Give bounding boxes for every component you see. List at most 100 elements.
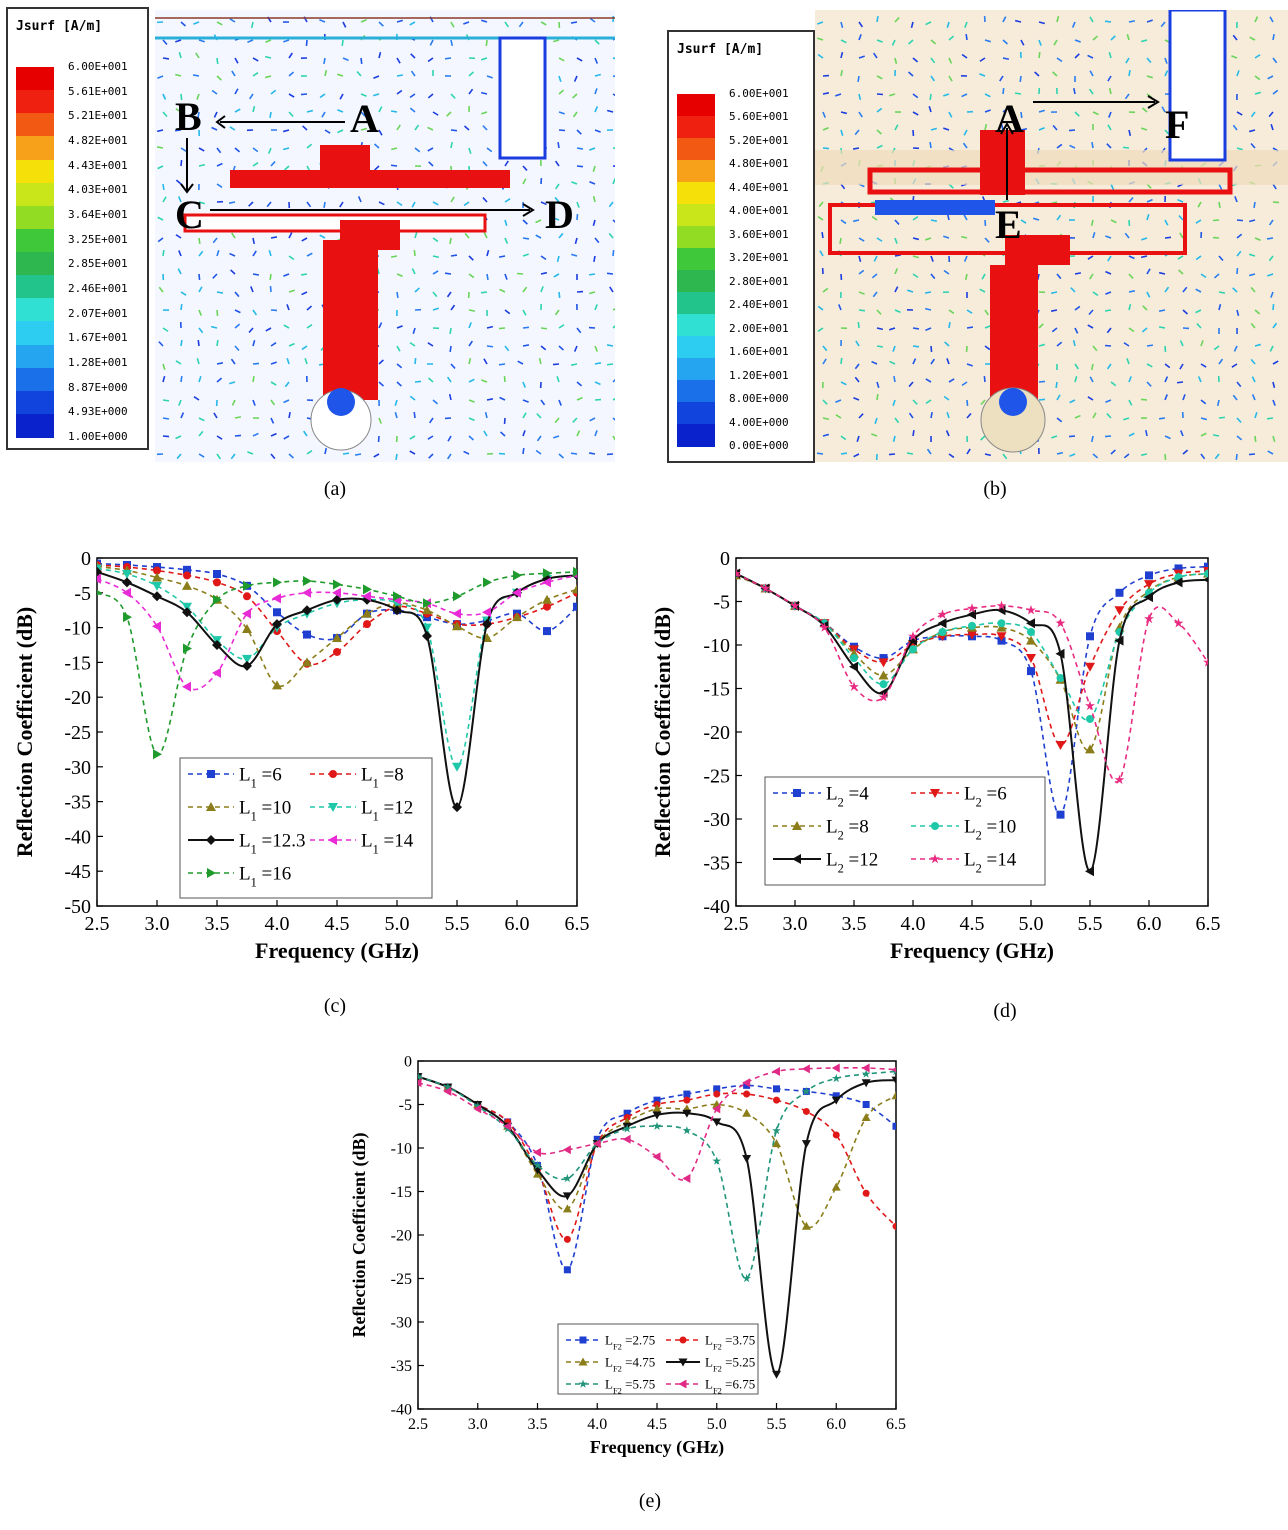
legend-label-sub: F2 (613, 1364, 622, 1374)
data-point (562, 1145, 571, 1155)
data-point (772, 1066, 780, 1076)
colorbar-a-swatch (16, 298, 54, 322)
data-point (760, 583, 771, 593)
colorbar-a-swatch (16, 205, 54, 230)
data-point (152, 621, 161, 632)
y-tick-label: -45 (64, 861, 91, 883)
legend-label-sub: F2 (713, 1386, 722, 1396)
data-point (1085, 866, 1094, 877)
legend-label-sub: 1 (251, 876, 257, 890)
series-16 (97, 566, 577, 760)
data-point (122, 587, 131, 598)
data-point (712, 1118, 722, 1127)
legend-label-val: =12 (379, 798, 413, 819)
data-point (242, 623, 252, 633)
legend-label-main: L (705, 1333, 713, 1348)
series-line (418, 1075, 896, 1241)
colorbar-b-value: 4.00E+001 (729, 204, 789, 218)
x-tick-label: 3.0 (468, 1416, 488, 1433)
data-point (183, 643, 192, 654)
data-point (573, 566, 577, 577)
legend-label: L1 =12.3 (239, 831, 306, 857)
legend-box (179, 757, 433, 899)
x-tick-label: 4.5 (960, 913, 985, 935)
data-point (273, 608, 281, 617)
y-tick-label: -50 (64, 896, 91, 918)
x-tick-label: 3.5 (205, 913, 230, 935)
data-point (937, 609, 948, 619)
legend-label: LF2 =3.75 (705, 1333, 755, 1352)
legend-label-val: =10 (982, 817, 1016, 838)
data-point (329, 770, 337, 778)
legend-label-main: L (705, 1377, 713, 1392)
legend-label: L2 =8 (826, 817, 869, 843)
colorbar-a-value: 4.43E+001 (68, 158, 128, 172)
legend-label-val: =3.75 (722, 1333, 755, 1348)
y-tick-label: -15 (703, 679, 730, 701)
data-point (242, 608, 251, 619)
data-point (831, 1096, 841, 1105)
data-point (861, 1079, 871, 1088)
legend-label-sub: 2 (838, 862, 844, 876)
y-tick-label: -40 (64, 826, 91, 848)
data-point (736, 568, 741, 578)
data-point (243, 580, 252, 591)
data-point (533, 1147, 541, 1157)
data-point (182, 602, 192, 612)
x-tick-label: 5.5 (445, 913, 470, 935)
colorbar-a-swatch (16, 413, 54, 438)
x-tick-label: 3.0 (145, 913, 170, 935)
data-point (801, 1140, 811, 1149)
colorbar-b-swatch (677, 138, 715, 161)
data-point (213, 594, 222, 605)
colorbar-b-value: 5.20E+001 (729, 133, 789, 147)
data-point (931, 822, 939, 830)
data-point (713, 1085, 721, 1093)
colorbar-a-value: 5.21E+001 (68, 109, 128, 123)
data-point (213, 570, 221, 579)
colorbar-a-value: 1.28E+001 (68, 356, 128, 369)
data-point (242, 660, 252, 671)
data-point (742, 1078, 751, 1088)
legend-label-val: =14 (379, 831, 414, 852)
data-point (892, 1122, 896, 1130)
data-point (1027, 667, 1035, 676)
colorbar-b-value: 3.60E+001 (729, 227, 789, 241)
data-point (652, 1111, 662, 1120)
x-tick-label: 5.5 (1078, 913, 1103, 935)
data-point (207, 868, 216, 878)
data-point (802, 1086, 811, 1096)
data-point (206, 802, 216, 811)
data-point (97, 590, 102, 596)
legend-label: L2 =4 (826, 784, 869, 810)
y-tick-label: -40 (703, 896, 730, 918)
data-point (1145, 571, 1153, 580)
data-point (423, 598, 432, 609)
legend-label-val: =6.75 (722, 1377, 755, 1392)
data-point (153, 749, 162, 760)
data-point (819, 622, 830, 632)
data-point (579, 1336, 587, 1344)
legend-label-val: =14 (982, 850, 1017, 871)
point-label-e: E (995, 202, 1022, 247)
data-point (152, 581, 162, 591)
data-point (592, 1139, 601, 1149)
data-point (1026, 654, 1036, 664)
legend-label-sub: 2 (838, 796, 844, 810)
data-point (363, 584, 372, 595)
y-tick-label: -15 (64, 652, 91, 674)
legend-label-sub: F2 (613, 1386, 622, 1396)
data-point (1144, 592, 1153, 603)
legend-label-sub: 1 (251, 810, 257, 824)
colorbar-a-swatch (16, 113, 54, 137)
data-point (242, 654, 252, 664)
sim-panel-a: A B C D (155, 10, 615, 462)
colorbar-a-swatch (16, 67, 54, 91)
feed-line (990, 265, 1038, 405)
legend-label-main: L (605, 1377, 613, 1392)
y-tick-label: -25 (703, 766, 730, 788)
legend-label-sub: 1 (251, 843, 257, 857)
colorbar-b-swatch (677, 314, 715, 337)
data-point (452, 621, 462, 631)
